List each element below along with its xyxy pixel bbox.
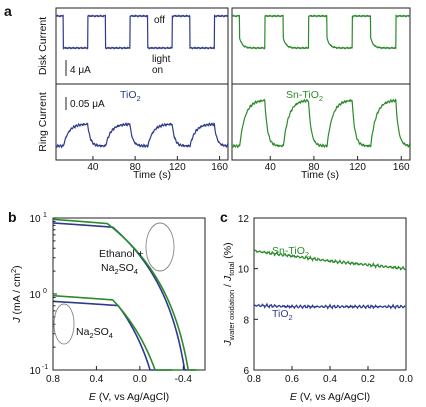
panel-label-a: a <box>4 3 12 19</box>
panel-a: 40 80 120 160 40 80 120 160 Disk Current Ring C… <box>37 7 411 181</box>
y-tick-exponent: 1 <box>43 212 47 219</box>
panel-a-xlabel-right: Time (s) <box>301 169 339 181</box>
legend-tio2-panel-c: TiO2 <box>272 308 293 322</box>
panel-a-xlabel: Time (s) <box>133 169 171 181</box>
y-tick-label: 6 <box>243 366 249 377</box>
x-tick-label: 0.4 <box>89 374 103 385</box>
x-tick-label: 0.2 <box>361 374 375 385</box>
panel-b-curves <box>52 218 201 371</box>
disk-current-tio2-series <box>55 14 229 50</box>
ring-current-sn-tio2-series <box>231 98 411 149</box>
x-tick-label: 0.6 <box>285 374 299 385</box>
panel-b-frame <box>52 217 206 371</box>
y-tick-label: 8 <box>243 315 249 326</box>
legend-sn-tio2-panel-a: Sn-TiO2 <box>286 89 323 103</box>
legend-tio2-panel-a: TiO2 <box>120 89 141 103</box>
y-tick-label: 10 <box>29 290 41 301</box>
y-tick-label: 12 <box>238 214 250 225</box>
annotation-ellipse-na2so4 <box>53 303 75 345</box>
y-tick-exponent: -1 <box>42 364 48 371</box>
x-tick-label: 0.8 <box>247 374 261 385</box>
jv-curve <box>52 294 181 371</box>
panel-b-xlabel: E (V, vs Ag/AgCl) <box>89 391 169 403</box>
ring-current-tio2-series <box>55 121 229 149</box>
annotation-on: on <box>152 65 163 76</box>
disk-current-sn-tio2-series <box>231 14 411 50</box>
panel-c-frame <box>253 217 407 371</box>
panel-b-ylabel: J (mA / cm2) <box>9 265 23 323</box>
jv-curve <box>52 218 201 371</box>
x-tick-label: -0.4 <box>175 374 193 385</box>
x-tick-label: 160 <box>393 162 410 173</box>
y-tick-label: 10 <box>29 214 41 225</box>
panel-a-x-ticks: 40 80 120 160 40 80 120 160 <box>87 156 410 173</box>
ring-current-ylabel: Ring Current <box>37 92 49 152</box>
x-tick-label: 40 <box>265 162 277 173</box>
panel-label-b: b <box>8 209 17 225</box>
x-tick-label: 80 <box>308 162 320 173</box>
legend-sn-tio2-panel-c: Sn-TiO2 <box>272 245 309 259</box>
annotation-off: off <box>154 15 165 26</box>
annotation-light: light <box>152 54 171 65</box>
y-tick-exponent: 0 <box>43 288 47 295</box>
panel-c: 0.8 0.6 0.4 0.2 0.0 6 8 10 12 Jwater oxidation /… <box>222 214 413 403</box>
x-tick-label: 0.4 <box>323 374 337 385</box>
x-tick-label: 40 <box>87 162 99 173</box>
panel-c-xlabel: E (V, vs Ag/AgCl) <box>290 391 370 403</box>
disk-trace <box>55 14 229 50</box>
disk-trace <box>231 14 411 50</box>
annotation-ethanol: Ethanol + <box>99 248 144 260</box>
x-tick-label: 0.0 <box>133 374 147 385</box>
x-tick-label: 160 <box>211 162 228 173</box>
x-tick-label: 80 <box>130 162 142 173</box>
ring-scale-bar-label: 0.05 μA <box>70 99 105 110</box>
ring-trace <box>231 98 411 149</box>
y-tick-label: 10 <box>238 265 250 276</box>
ratio-curve <box>253 302 406 310</box>
panel-label-c: c <box>220 209 228 225</box>
panel-c-ticks: 0.8 0.6 0.4 0.2 0.0 6 8 10 12 <box>238 214 414 385</box>
annotation-ellipse-ethanol <box>145 222 175 272</box>
disk-scale-bar-label: 4 μA <box>70 65 91 76</box>
disk-current-ylabel: Disk Current <box>37 17 49 75</box>
x-tick-label: 0.0 <box>399 374 413 385</box>
annotation-na2so4: Na2SO4 <box>76 326 113 340</box>
ratio-curve <box>253 249 406 271</box>
panel-c-curves <box>253 249 406 310</box>
ring-trace <box>55 121 229 149</box>
x-tick-label: 120 <box>169 162 186 173</box>
panel-c-ylabel: Jwater oxidation / Jtotal (%) <box>222 242 236 346</box>
annotation-ethanol-na2so4: Na2SO4 <box>101 262 138 276</box>
y-tick-label: 10 <box>29 366 41 377</box>
x-tick-label: 0.8 <box>46 374 60 385</box>
x-tick-label: 120 <box>349 162 366 173</box>
jv-curve <box>52 300 172 371</box>
